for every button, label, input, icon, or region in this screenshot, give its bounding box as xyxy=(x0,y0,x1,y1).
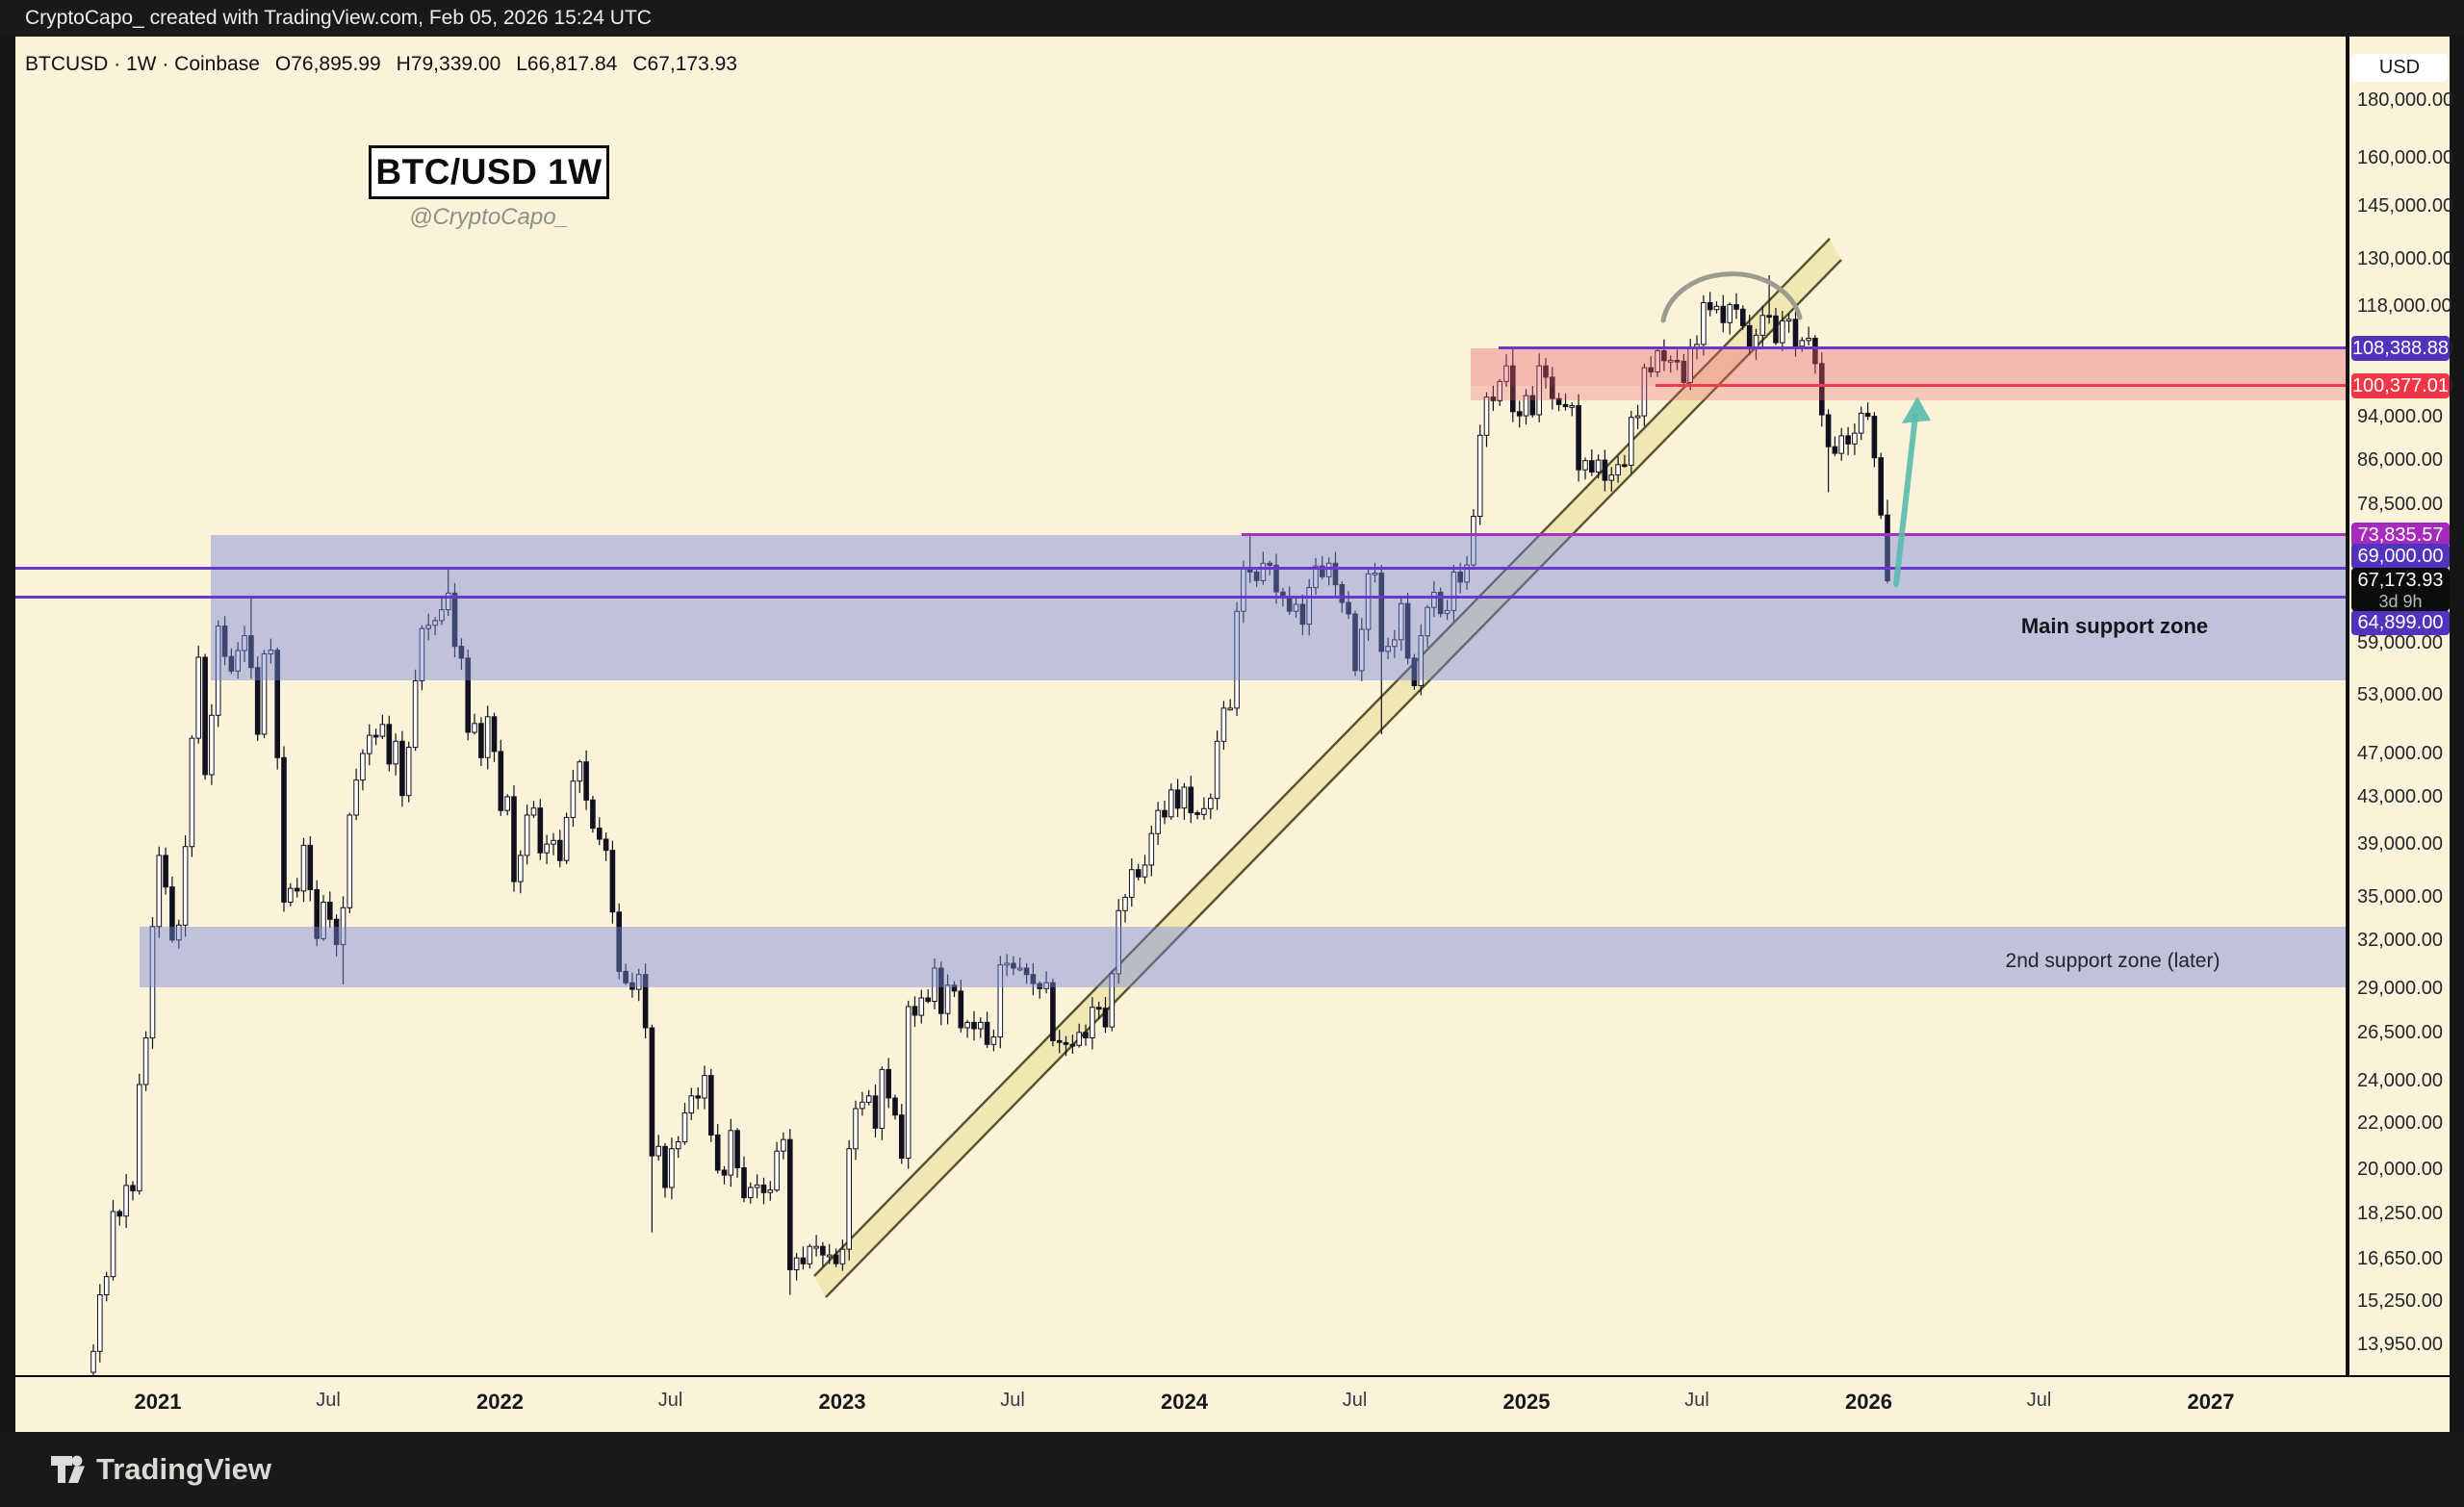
attribution-bar: CryptoCapo_ created with TradingView.com… xyxy=(0,0,2464,37)
price-tick: 29,000.00 xyxy=(2357,978,2443,1000)
price-tick: 22,000.00 xyxy=(2357,1111,2443,1134)
time-tick-jul: Jul xyxy=(1000,1390,1025,1411)
time-tick-year: 2025 xyxy=(1502,1390,1551,1414)
price-tick: 94,000.00 xyxy=(2357,405,2443,427)
price-tick: 15,250.00 xyxy=(2357,1290,2443,1313)
time-tick-jul: Jul xyxy=(316,1390,341,1411)
time-tick-jul: Jul xyxy=(1684,1390,1709,1411)
price-tick: 59,000.00 xyxy=(2357,632,2443,654)
price-tick: 16,650.00 xyxy=(2357,1247,2443,1269)
time-tick-jul: Jul xyxy=(1342,1390,1368,1411)
price-tick: 145,000.00 xyxy=(2357,194,2454,217)
price-tick: 47,000.00 xyxy=(2357,743,2443,765)
price-tick: 24,000.00 xyxy=(2357,1069,2443,1091)
price-tick: 26,500.00 xyxy=(2357,1021,2443,1043)
price-tick: 130,000.00 xyxy=(2357,247,2454,269)
price-tick: 53,000.00 xyxy=(2357,684,2443,706)
footer-bar: TradingView xyxy=(0,1432,2464,1507)
time-tick-year: 2023 xyxy=(818,1390,866,1414)
currency-button[interactable]: USD xyxy=(2351,54,2448,82)
time-tick-year: 2021 xyxy=(134,1390,182,1414)
price-tick: 43,000.00 xyxy=(2357,786,2443,808)
time-tick-year: 2027 xyxy=(2187,1390,2235,1414)
price-tick: 118,000.00 xyxy=(2357,294,2452,317)
tradingview-brand: TradingView xyxy=(96,1452,272,1486)
attribution-text: CryptoCapo_ created with TradingView.com… xyxy=(25,7,652,29)
price-label: 69,000.00 xyxy=(2351,544,2450,569)
current-price-label: 67,173.93 3d 9h xyxy=(2351,567,2450,611)
time-tick-year: 2024 xyxy=(1161,1390,1208,1414)
price-label: 73,835.57 xyxy=(2351,522,2450,548)
chart-pane[interactable] xyxy=(15,37,2346,1375)
time-tick-jul: Jul xyxy=(657,1390,683,1411)
time-tick-jul: Jul xyxy=(2026,1390,2052,1411)
price-axis[interactable]: USD 180,000.00 160,000.00 145,000.00 130,00… xyxy=(2348,37,2454,1375)
price-tick: 35,000.00 xyxy=(2357,886,2443,908)
time-tick-year: 2022 xyxy=(476,1390,524,1414)
price-tick: 160,000.00 xyxy=(2357,146,2454,168)
time-axis[interactable]: 2021 Jul 2022 Jul 2023 Jul 2024 Jul 2025 Jul 2026 J… xyxy=(15,1375,2450,1432)
price-tick: 180,000.00 xyxy=(2357,89,2454,112)
price-tick: 13,950.00 xyxy=(2357,1334,2443,1356)
time-tick-year: 2026 xyxy=(1845,1390,1892,1414)
price-tick: 32,000.00 xyxy=(2357,930,2443,952)
price-label: 64,899.00 xyxy=(2351,609,2450,635)
price-tick: 20,000.00 xyxy=(2357,1158,2443,1180)
price-tick: 39,000.00 xyxy=(2357,833,2443,856)
price-label: 100,377.01 xyxy=(2351,372,2450,398)
price-tick: 18,250.00 xyxy=(2357,1203,2443,1225)
tradingview-logo-icon xyxy=(51,1455,85,1483)
price-tick: 86,000.00 xyxy=(2357,448,2443,471)
price-tick: 78,500.00 xyxy=(2357,493,2443,515)
price-label: 108,388.88 xyxy=(2351,335,2450,361)
